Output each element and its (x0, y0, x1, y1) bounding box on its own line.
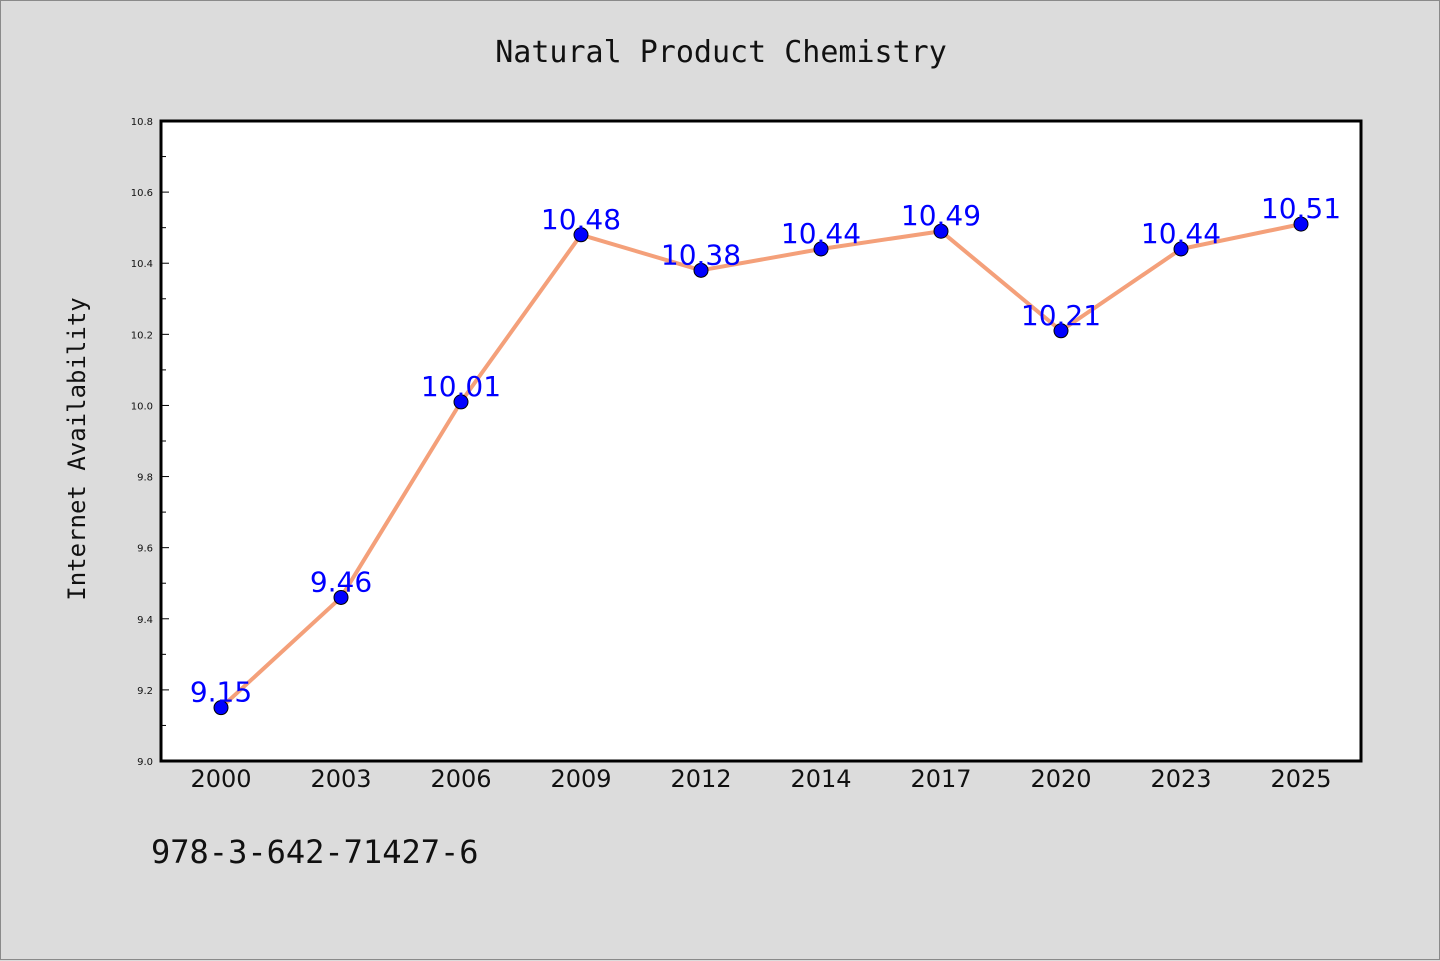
plot-area (159, 119, 1363, 763)
data-label: 10.01 (421, 370, 501, 403)
data-point (1173, 241, 1189, 257)
data-label: 9.46 (310, 565, 372, 598)
x-tick-label: 2025 (1270, 765, 1331, 793)
data-label: 10.44 (781, 217, 861, 250)
x-tick-label: 2003 (310, 765, 371, 793)
y-tick-label: 10.4 (131, 259, 153, 270)
y-tick-label: 9.2 (137, 686, 153, 697)
chart-title: Natural Product Chemistry (495, 35, 947, 70)
data-label: 10.51 (1261, 192, 1341, 225)
data-point (1053, 323, 1069, 339)
data-label: 10.48 (541, 203, 621, 236)
x-tick-label: 2023 (1150, 765, 1211, 793)
x-tick-label: 2006 (430, 765, 491, 793)
x-tick-label: 2012 (670, 765, 731, 793)
y-tick-label: 10.0 (131, 401, 153, 412)
data-point (1293, 216, 1309, 232)
y-axis: 9.0 9.2 9.4 9.6 9.8 10.0 10.2 10.4 10.6 10.8 (131, 117, 169, 768)
markers-group (213, 216, 1309, 716)
y-tick-label: 10.6 (131, 188, 153, 199)
y-tick-label: 9.8 (137, 473, 153, 484)
x-tick-label: 2020 (1030, 765, 1091, 793)
data-point (933, 223, 949, 239)
y-tick-label: 9.0 (137, 757, 153, 768)
isbn-text: 978-3-642-71427-6 (151, 833, 479, 871)
data-label: 10.21 (1021, 299, 1101, 332)
data-label: 10.44 (1141, 217, 1221, 250)
data-point (333, 589, 349, 605)
y-tick-label: 9.4 (137, 615, 153, 626)
series-line-group (219, 222, 1302, 710)
data-point (573, 227, 589, 243)
data-point (693, 262, 709, 278)
data-labels-group: 9.15 9.46 10.01 10.48 10.38 10.44 10.49 10.21 10… (190, 192, 1341, 709)
series-line (219, 222, 1302, 710)
y-tick-label: 10.2 (131, 330, 153, 341)
x-tick-label: 2017 (910, 765, 971, 793)
data-point (213, 700, 229, 716)
data-point (453, 394, 469, 410)
data-label: 10.38 (661, 238, 741, 271)
x-tick-label: 2009 (550, 765, 611, 793)
x-axis: 2000 2003 2006 2009 2012 2014 2017 2020 2023 2025 (190, 765, 1331, 793)
y-tick-label: 10.8 (131, 117, 153, 128)
data-label: 9.15 (190, 676, 252, 709)
data-point (813, 241, 829, 257)
y-tick-label: 9.6 (137, 544, 153, 555)
x-tick-label: 2014 (790, 765, 851, 793)
data-label: 10.49 (901, 199, 981, 232)
x-tick-label: 2000 (190, 765, 251, 793)
